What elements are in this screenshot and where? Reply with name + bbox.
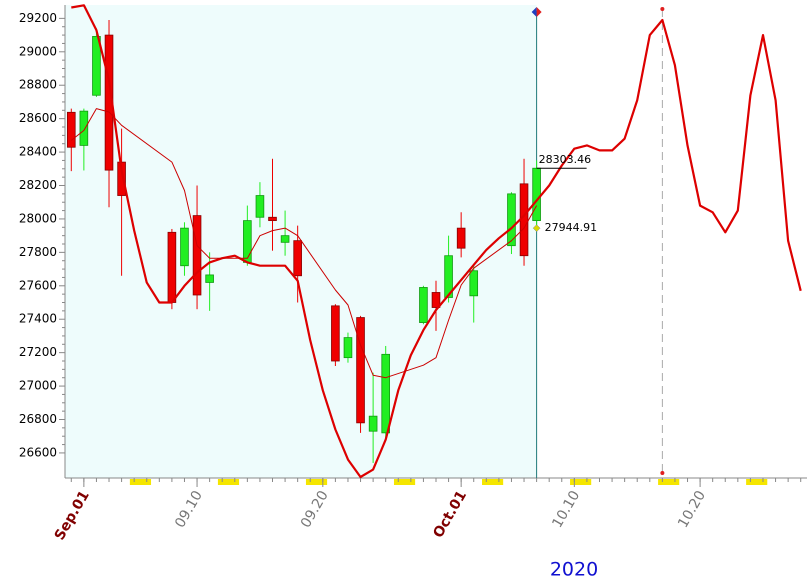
cursor-diamond: [531, 7, 537, 17]
weekend-mark: [482, 479, 504, 485]
candle-body: [431, 292, 441, 308]
x-tick-label: 10.10: [549, 488, 583, 531]
candle-body: [343, 337, 353, 359]
cursor-diamond: [536, 7, 542, 17]
weekend-mark: [393, 479, 416, 485]
candle-body: [507, 193, 516, 247]
x-tick-label: 09.10: [172, 488, 206, 531]
y-tick-label: 27400: [19, 312, 57, 326]
candle-body: [79, 110, 89, 146]
candle-body: [532, 167, 541, 222]
y-tick-label: 27800: [19, 245, 57, 259]
candle-body: [419, 287, 428, 323]
candle-body: [255, 195, 265, 218]
y-tick-label: 27000: [19, 379, 57, 393]
line-series: [70, 108, 538, 379]
candle-body: [469, 270, 479, 297]
y-tick-label: 28600: [19, 111, 57, 125]
candle-body: [368, 415, 378, 432]
y-tick-label: 26800: [19, 412, 57, 426]
forecast-peak-dot: [660, 471, 665, 475]
x-tick-label: 10.20: [675, 488, 709, 531]
close-label: 28303.46: [539, 153, 592, 166]
candle-body: [331, 305, 340, 362]
weekend-mark: [217, 479, 240, 485]
candle-body: [381, 353, 390, 434]
candle-body: [117, 161, 126, 196]
weekend-mark: [129, 479, 152, 485]
candle-body: [444, 255, 453, 298]
candle-body: [356, 317, 365, 424]
y-tick-label: 29200: [19, 11, 57, 25]
marker-diamond: [532, 224, 541, 232]
candle-body: [268, 216, 277, 222]
y-tick-label: 28400: [19, 145, 57, 159]
y-tick-label: 29000: [19, 44, 57, 58]
line-series: [71, 4, 802, 479]
forecast-peak-dot: [660, 7, 665, 11]
weekend-mark: [305, 479, 328, 485]
y-tick-label: 28000: [19, 211, 57, 225]
candle-body: [456, 227, 466, 249]
candle-body: [243, 220, 252, 263]
candle-body: [293, 240, 302, 277]
y-tick-label: 28800: [19, 78, 57, 92]
candle-body: [92, 36, 101, 96]
y-tick-label: 28200: [19, 178, 57, 192]
candle-body: [167, 231, 177, 303]
y-tick-label: 26600: [19, 445, 57, 459]
y-tick-label: 27600: [19, 278, 57, 292]
weekend-mark: [570, 479, 592, 485]
candle-body: [205, 274, 214, 283]
x-tick-label: 09.20: [298, 488, 332, 531]
year-label: 2020: [550, 559, 598, 581]
y-tick-label: 27200: [19, 345, 57, 359]
x-tick-label: Oct.01: [430, 488, 470, 541]
candle-body: [66, 111, 76, 148]
marker-label: 27944.91: [545, 221, 598, 234]
weekend-mark: [658, 479, 680, 485]
candle-body: [192, 215, 202, 296]
candle-body: [280, 235, 290, 243]
weekend-mark: [746, 479, 768, 485]
x-tick-label: Sep.01: [52, 488, 93, 543]
candle-body: [180, 227, 189, 267]
